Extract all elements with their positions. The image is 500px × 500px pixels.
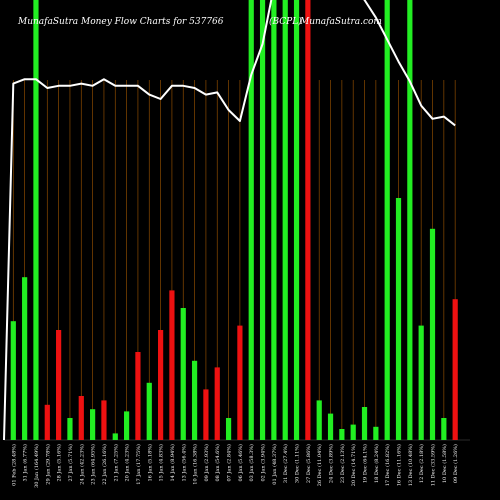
money-flow-line (3, 0, 456, 441)
bar (214, 367, 220, 440)
bar (112, 433, 118, 440)
bar (316, 400, 322, 440)
bar (124, 411, 130, 440)
x-tick-label: 03 Jan (58.3%) (248, 444, 255, 482)
bar (361, 407, 368, 440)
x-tick-label: 01 Jan (48.37%) (271, 444, 278, 485)
bar (395, 198, 402, 440)
bar (373, 426, 379, 440)
x-tick-label: 31 Dec (27.4%) (282, 444, 289, 483)
money-flow-line-group (3, 0, 456, 441)
x-tick-label: 16 Jan (5.18%) (146, 444, 153, 482)
x-tick-label: 31 Jan (6.77%) (22, 444, 29, 482)
bar (384, 0, 390, 440)
x-tick-label: 28 Jan (5.16%) (56, 444, 63, 482)
bar (33, 0, 39, 440)
x-tick-label: 14 Jan (8.94%) (169, 444, 176, 482)
x-tick-label: 13 Jan (56.4%) (180, 444, 187, 482)
bar (169, 290, 175, 440)
bar (418, 325, 424, 440)
x-tick-label: 12 Dec (2.18%) (418, 444, 425, 483)
bar (56, 330, 62, 440)
bar (191, 360, 198, 440)
x-tick-label: 10 Dec (1.58%) (441, 444, 448, 483)
bar (90, 409, 96, 440)
x-tick-label: 16 Dec (11.16%) (396, 444, 403, 486)
bar (271, 0, 277, 440)
x-tick-label: 09 Jan (2.93%) (203, 444, 210, 482)
bar (282, 0, 288, 440)
x-tick-label: 17 Jan (17.75%) (135, 444, 142, 485)
x-tick-label: 02 Jan (3.94%) (260, 444, 267, 482)
bar (327, 413, 334, 440)
bar (180, 308, 186, 440)
bar (44, 404, 50, 440)
bar (78, 396, 84, 440)
x-tick-label: 20 Jan (4.23%) (124, 444, 131, 482)
x-tick-label: 08 Jan (54.6%) (214, 444, 221, 482)
bar (22, 277, 28, 440)
x-tick-label: 20 Dec (14.71%) (350, 444, 357, 486)
x-tick-label: 27 Dec (5.86%) (305, 444, 312, 483)
bar (305, 0, 311, 440)
bar (135, 352, 141, 440)
bar (293, 0, 300, 440)
x-tick-label: 01 Feb (28.48%) (10, 444, 17, 486)
bar (429, 228, 436, 440)
chart-title: MunafaSutra Money Flow Charts for 537766 (17, 17, 224, 27)
x-tick-label: 23 Dec (2.13%) (339, 444, 346, 483)
bar (452, 299, 458, 440)
x-tick-label: 24 Jan (42.23%) (78, 444, 85, 485)
x-tick-label: 19 Dec (64.1%) (362, 444, 369, 483)
bar (157, 330, 164, 440)
x-tick-label: 21 Jan (7.25%) (112, 444, 119, 482)
bar (203, 389, 209, 440)
bar (225, 418, 232, 440)
x-tick-label: 30 Dec (1.11%) (294, 444, 301, 483)
x-tick-label: 23 Jan (64.95%) (90, 444, 97, 485)
bar (237, 325, 243, 440)
x-axis-labels: 01 Feb (28.48%) 31 Jan (6.77%) 30 Jan (164… (10, 444, 459, 488)
x-tick-label: 15 Jan (4.83%) (158, 444, 165, 482)
bar (441, 418, 447, 440)
x-tick-label: 09 Dec (1.26%) (452, 444, 459, 483)
x-tick-label: 26 Dec (11.04%) (316, 444, 323, 486)
x-tick-label: 11 Dec (33.59%) (430, 444, 437, 486)
bar (407, 0, 413, 440)
x-tick-label: 24 Dec (3.89%) (328, 444, 335, 483)
x-tick-label: 10 Jan (16.38%) (192, 444, 199, 485)
x-tick-label: 29 Jan (29.78%) (44, 444, 51, 485)
x-tick-label: 18 Dec (8.24%) (373, 444, 380, 483)
bar (248, 0, 254, 440)
bar (350, 424, 356, 440)
bar (146, 382, 152, 440)
bar (10, 321, 16, 440)
watermark: MunafaSutra.com (299, 17, 382, 27)
x-tick-label: 27 Jan (5.71%) (67, 444, 74, 482)
x-tick-label: 30 Jan (164.49%) (33, 444, 40, 488)
chart-title-symbol: (BCPL) (269, 16, 302, 27)
x-tick-label: 17 Dec (16.82%) (384, 444, 391, 486)
money-flow-bars (10, 0, 458, 440)
bar (259, 0, 266, 440)
bar (339, 429, 345, 440)
bar (67, 418, 73, 440)
x-tick-label: 07 Jan (2.84%) (226, 444, 233, 482)
x-tick-label: 13 Dec (10.48%) (407, 444, 414, 486)
bar (101, 400, 107, 440)
x-tick-label: 22 Jan (26.16%) (101, 444, 108, 485)
x-tick-label: 06 Jan (5.46%) (237, 444, 244, 482)
